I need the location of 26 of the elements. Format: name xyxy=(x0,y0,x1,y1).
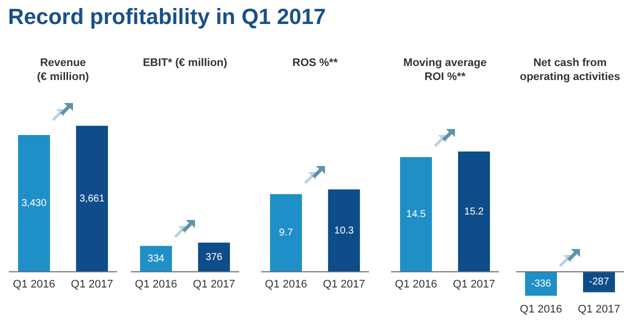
data-label: -287 xyxy=(588,276,610,288)
data-label: 10.3 xyxy=(334,225,354,236)
data-label: 3,661 xyxy=(79,194,105,205)
x-tick-label: Q1 2017 xyxy=(452,278,496,290)
x-tick-label: Q1 2016 xyxy=(520,303,562,316)
x-tick-label: Q1 2017 xyxy=(192,278,236,290)
x-tick-label: Q1 2017 xyxy=(70,278,114,290)
text: Record profitability in Q1 2017 xyxy=(8,4,326,30)
x-tick-label: Q1 2017 xyxy=(322,278,366,290)
data-label: 15.2 xyxy=(464,206,484,218)
data-label: 3,430 xyxy=(21,198,47,210)
x-tick-label: Q1 2016 xyxy=(12,278,56,290)
data-label: 334 xyxy=(148,254,165,265)
x-tick-label: Q1 2017 xyxy=(578,303,620,316)
x-tick-label: Q1 2016 xyxy=(394,278,438,290)
data-label: 376 xyxy=(206,252,223,263)
x-tick-label: Q1 2016 xyxy=(264,278,308,290)
chart-title: Moving average ROI %** xyxy=(402,56,488,84)
chart-title: Net cash from operating activities xyxy=(518,56,622,84)
data-label: 9.7 xyxy=(279,228,294,239)
chart-title: ROS %** xyxy=(291,56,339,70)
chart-title: Revenue (€ million) xyxy=(36,56,90,84)
data-label: -336 xyxy=(530,278,552,290)
data-label: 14.5 xyxy=(406,209,426,220)
chart-title: EBIT* (€ million) xyxy=(142,56,228,70)
x-tick-label: Q1 2016 xyxy=(134,278,178,290)
